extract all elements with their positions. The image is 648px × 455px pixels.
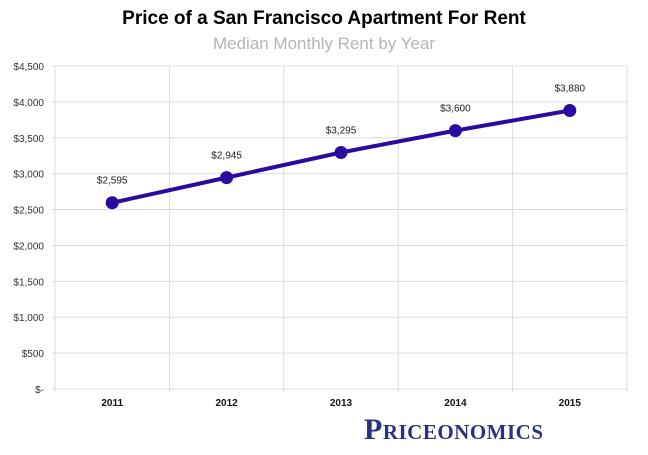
data-label: $3,880 <box>555 84 586 95</box>
data-point <box>563 104 577 118</box>
y-tick-label: $- <box>35 385 44 396</box>
y-tick-label: $3,500 <box>13 134 44 145</box>
y-tick-label: $2,000 <box>13 241 44 252</box>
y-tick-label: $4,000 <box>13 98 44 109</box>
y-tick-label: $1,500 <box>13 277 44 288</box>
y-tick-label: $1,000 <box>13 313 44 324</box>
priceonomics-logo: Priceonomics <box>364 413 544 446</box>
x-tick-label: 2014 <box>444 398 467 409</box>
data-label: $2,595 <box>97 176 128 187</box>
data-point <box>448 124 462 138</box>
x-tick-label: 2013 <box>330 398 353 409</box>
chart-title: Price of a San Francisco Apartment For R… <box>122 8 526 29</box>
y-tick-label: $500 <box>22 349 45 360</box>
x-tick-label: 2011 <box>101 398 123 409</box>
y-tick-label: $3,000 <box>13 170 44 181</box>
y-tick-label: $4,500 <box>13 62 44 73</box>
data-point <box>220 171 234 185</box>
data-point <box>105 196 119 210</box>
x-tick-label: 2012 <box>215 398 238 409</box>
data-label: $2,945 <box>211 151 242 162</box>
chart-subtitle: Median Monthly Rent by Year <box>212 34 436 53</box>
y-tick-label: $2,500 <box>13 206 44 217</box>
data-label: $3,295 <box>326 125 357 136</box>
data-point <box>334 145 348 159</box>
x-tick-label: 2015 <box>559 398 582 409</box>
data-label: $3,600 <box>440 104 471 115</box>
